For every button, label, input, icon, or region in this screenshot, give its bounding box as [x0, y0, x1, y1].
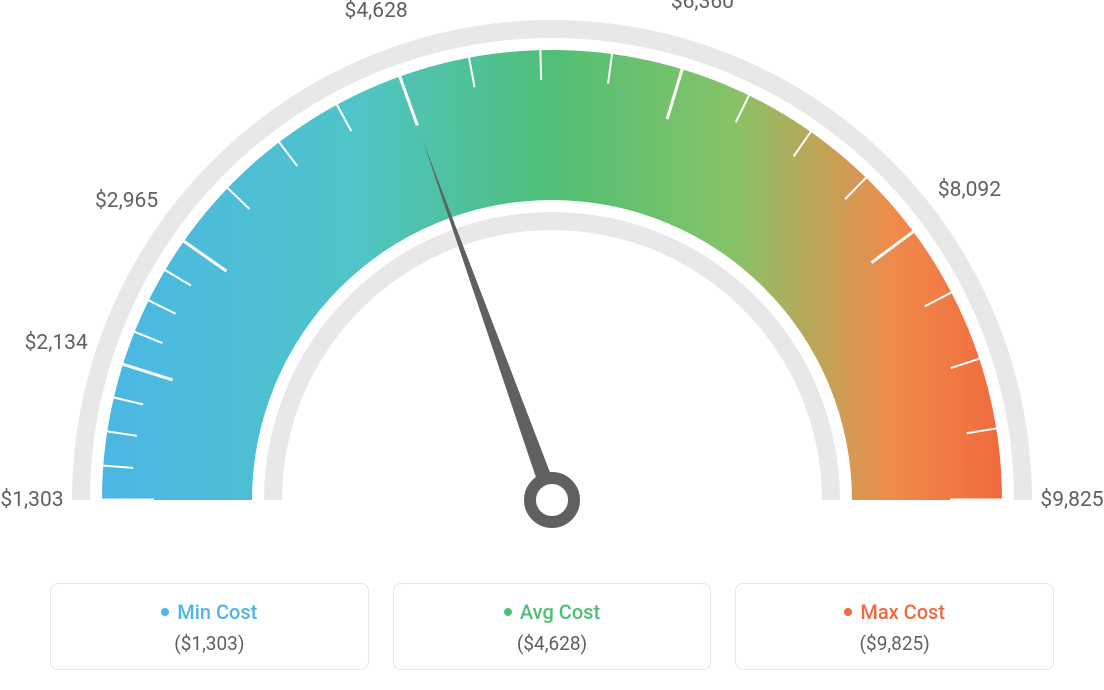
legend-card-max: Max Cost ($9,825)	[735, 583, 1054, 670]
legend-title-max: Max Cost	[844, 600, 945, 624]
legend-title-text: Avg Cost	[520, 600, 600, 624]
gauge-tick-label: $2,134	[25, 331, 88, 355]
legend-value-avg: ($4,628)	[406, 632, 699, 655]
dot-icon	[844, 608, 852, 616]
legend-value-min: ($1,303)	[63, 632, 356, 655]
gauge-tick-label: $6,360	[671, 0, 734, 14]
gauge-tick-label: $1,303	[0, 488, 63, 512]
gauge-chart: $1,303 $2,134 $2,965 $4,628 $6,360 $8,092 $9,8…	[0, 0, 1104, 560]
legend-card-min: Min Cost ($1,303)	[50, 583, 369, 670]
gauge-tick-label: $8,092	[938, 178, 1001, 202]
legend-row: Min Cost ($1,303) Avg Cost ($4,628) Max …	[50, 583, 1054, 670]
legend-title-min: Min Cost	[161, 600, 257, 624]
gauge-tick-label: $2,965	[95, 189, 158, 213]
legend-title-avg: Avg Cost	[504, 600, 600, 624]
dot-icon	[504, 608, 512, 616]
gauge-tick-label: $9,825	[1040, 488, 1103, 512]
legend-card-avg: Avg Cost ($4,628)	[393, 583, 712, 670]
dot-icon	[161, 608, 169, 616]
legend-value-max: ($9,825)	[748, 632, 1041, 655]
legend-title-text: Max Cost	[860, 600, 945, 624]
gauge-tick-label: $4,628	[345, 0, 408, 23]
legend-title-text: Min Cost	[177, 600, 257, 624]
gauge-svg	[0, 0, 1104, 560]
